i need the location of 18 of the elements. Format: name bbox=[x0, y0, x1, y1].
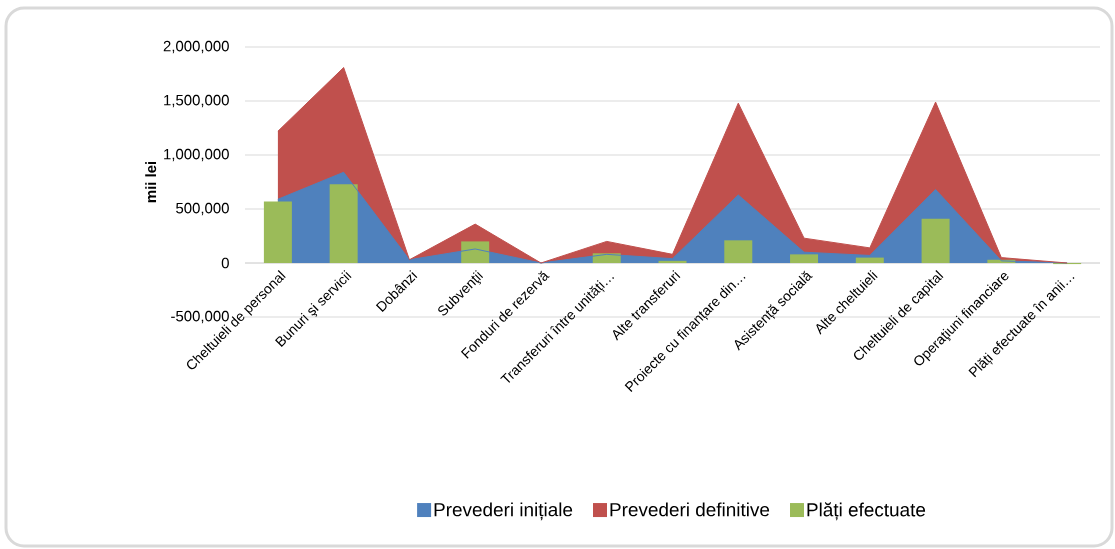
y-tick-label: 2,000,000 bbox=[163, 40, 229, 54]
bar bbox=[329, 184, 358, 263]
y-tick-label: 1,500,000 bbox=[164, 94, 229, 108]
bar bbox=[724, 240, 753, 263]
y-tick-label: 1,000,000 bbox=[164, 148, 229, 162]
legend-label: Prevederi inițiale bbox=[434, 502, 573, 521]
y-tick-label: 0 bbox=[221, 257, 229, 269]
bar bbox=[461, 241, 490, 263]
bar bbox=[658, 260, 687, 263]
legend-label: Prevederi definitive bbox=[610, 502, 770, 517]
bar bbox=[921, 218, 950, 263]
y-tick-label: 500,000 bbox=[176, 202, 229, 216]
bar bbox=[855, 257, 884, 263]
legend-label: Plăți efectuate bbox=[807, 502, 926, 521]
y-axis-title: mii lei bbox=[145, 161, 157, 203]
y-tick-label: -500,000 bbox=[171, 310, 229, 324]
bar bbox=[263, 201, 292, 263]
bar bbox=[790, 254, 819, 263]
